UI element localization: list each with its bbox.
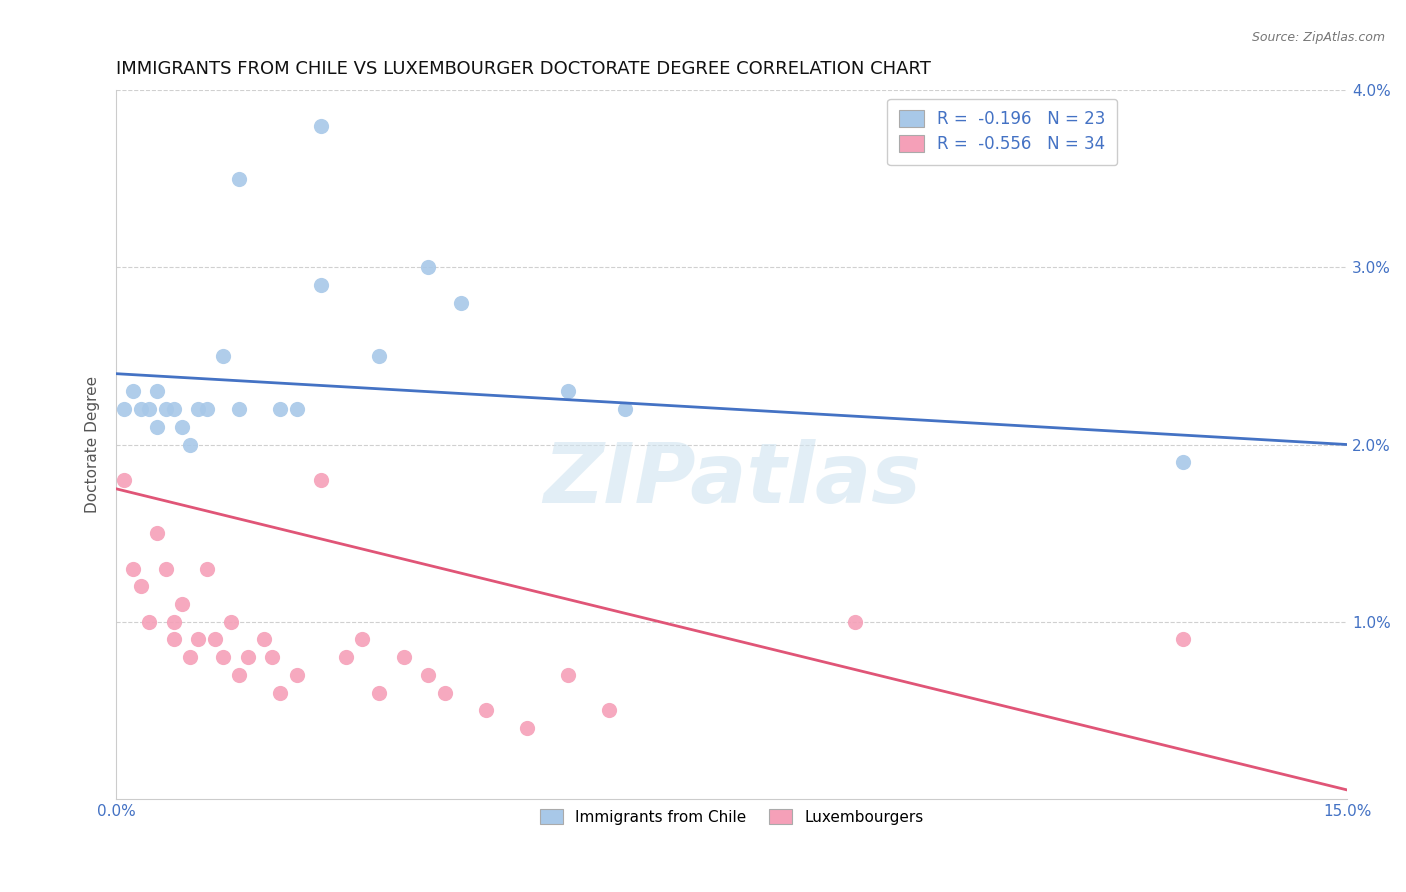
Point: [187, 402, 209, 417]
Point: [170, 420, 193, 434]
Legend: Immigrants from Chile, Luxembourgers: Immigrants from Chile, Luxembourgers: [530, 799, 932, 834]
Point: [416, 668, 439, 682]
Point: [557, 668, 579, 682]
Point: [335, 650, 357, 665]
Point: [367, 349, 389, 363]
Point: [367, 685, 389, 699]
Point: [228, 402, 250, 417]
Point: [236, 650, 259, 665]
Point: [392, 650, 415, 665]
Point: [146, 420, 169, 434]
Point: [146, 526, 169, 541]
Point: [204, 632, 226, 647]
Point: [311, 119, 333, 133]
Point: [614, 402, 637, 417]
Point: [163, 632, 186, 647]
Point: [269, 685, 291, 699]
Point: [1171, 455, 1194, 469]
Point: [138, 402, 160, 417]
Point: [228, 171, 250, 186]
Point: [179, 650, 201, 665]
Point: [269, 402, 291, 417]
Text: ZIPatlas: ZIPatlas: [543, 440, 921, 520]
Point: [311, 473, 333, 487]
Text: Source: ZipAtlas.com: Source: ZipAtlas.com: [1251, 31, 1385, 45]
Point: [219, 615, 242, 629]
Point: [285, 402, 308, 417]
Point: [416, 260, 439, 275]
Point: [129, 579, 152, 593]
Point: [187, 632, 209, 647]
Point: [352, 632, 374, 647]
Point: [253, 632, 276, 647]
Point: [516, 721, 538, 735]
Point: [844, 615, 866, 629]
Point: [179, 437, 201, 451]
Point: [598, 703, 620, 717]
Point: [212, 650, 235, 665]
Point: [114, 402, 136, 417]
Point: [163, 615, 186, 629]
Text: IMMIGRANTS FROM CHILE VS LUXEMBOURGER DOCTORATE DEGREE CORRELATION CHART: IMMIGRANTS FROM CHILE VS LUXEMBOURGER DO…: [117, 60, 931, 78]
Point: [138, 615, 160, 629]
Point: [195, 402, 218, 417]
Point: [262, 650, 284, 665]
Point: [311, 278, 333, 293]
Point: [170, 597, 193, 611]
Point: [557, 384, 579, 399]
Point: [163, 402, 186, 417]
Point: [146, 384, 169, 399]
Point: [474, 703, 496, 717]
Point: [121, 384, 143, 399]
Y-axis label: Doctorate Degree: Doctorate Degree: [86, 376, 100, 513]
Point: [155, 402, 177, 417]
Point: [285, 668, 308, 682]
Point: [155, 561, 177, 575]
Point: [114, 473, 136, 487]
Point: [129, 402, 152, 417]
Point: [433, 685, 456, 699]
Point: [450, 296, 472, 310]
Point: [212, 349, 235, 363]
Point: [228, 668, 250, 682]
Point: [195, 561, 218, 575]
Point: [121, 561, 143, 575]
Point: [1171, 632, 1194, 647]
